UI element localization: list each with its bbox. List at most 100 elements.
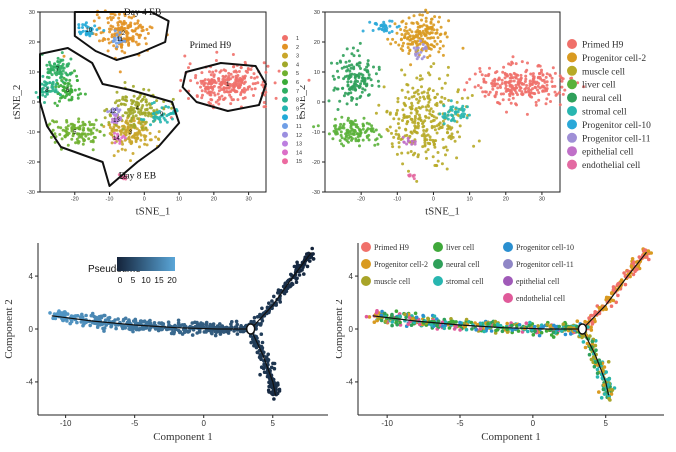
data-point <box>204 323 209 327</box>
data-point <box>88 123 92 127</box>
data-point <box>431 110 435 114</box>
data-point <box>339 133 343 137</box>
data-point <box>446 73 450 77</box>
data-point <box>119 130 123 134</box>
data-point <box>433 15 437 19</box>
data-point <box>53 62 57 66</box>
data-point <box>359 131 363 135</box>
data-point <box>259 332 264 336</box>
data-point <box>194 76 197 80</box>
data-point <box>488 90 492 94</box>
cluster-label: 1 <box>226 82 230 88</box>
data-point <box>526 61 529 65</box>
data-point <box>119 27 123 30</box>
data-point <box>109 114 112 118</box>
data-point <box>422 55 426 59</box>
data-point <box>143 142 147 146</box>
data-point <box>418 13 422 17</box>
data-point <box>394 309 399 313</box>
data-point <box>152 109 156 113</box>
data-point <box>399 47 403 51</box>
data-point <box>625 269 630 273</box>
data-point <box>534 82 538 86</box>
data-point <box>59 96 63 100</box>
data-point <box>73 69 76 73</box>
data-point <box>442 122 446 126</box>
data-point <box>483 90 487 94</box>
data-point <box>371 29 375 32</box>
data-point <box>134 40 138 44</box>
data-point <box>426 56 430 59</box>
data-point <box>337 75 341 79</box>
data-point <box>441 119 445 123</box>
data-point <box>473 72 477 76</box>
trajectory-line <box>51 315 251 330</box>
data-point <box>445 167 449 171</box>
data-point <box>79 32 82 36</box>
data-point <box>430 25 434 29</box>
data-point <box>70 137 74 141</box>
legend-label: Progenitor cell-2 <box>374 260 428 269</box>
data-point <box>81 132 85 136</box>
data-point <box>425 138 429 142</box>
data-point <box>272 366 277 371</box>
data-point <box>406 90 410 94</box>
y-tick-label: 10 <box>314 70 320 76</box>
data-point <box>438 15 441 19</box>
data-point <box>231 75 235 79</box>
data-point <box>403 312 407 317</box>
data-point <box>449 99 453 103</box>
data-point <box>479 322 483 326</box>
data-point <box>58 60 62 64</box>
data-point <box>545 97 549 101</box>
data-point <box>115 99 119 103</box>
data-point <box>236 98 240 102</box>
data-point <box>234 74 238 78</box>
data-point <box>333 86 337 90</box>
legend-marker <box>503 293 513 303</box>
data-point <box>77 87 81 91</box>
data-point <box>211 324 215 328</box>
data-point <box>225 83 229 87</box>
data-point <box>73 88 77 92</box>
data-point <box>520 60 524 64</box>
data-points <box>34 9 311 181</box>
data-point <box>442 326 447 331</box>
data-point <box>65 130 69 134</box>
data-point <box>537 82 541 85</box>
legend-marker <box>361 242 371 252</box>
data-point <box>140 327 145 331</box>
data-point <box>428 112 432 116</box>
data-point <box>395 111 399 115</box>
data-point <box>449 317 453 321</box>
data-point <box>351 85 355 88</box>
data-point <box>62 88 66 92</box>
data-point <box>52 65 56 69</box>
data-point <box>114 41 118 45</box>
legend-label: liver cell <box>446 243 475 252</box>
data-point <box>463 88 467 92</box>
data-point <box>525 112 529 116</box>
data-point <box>372 320 377 324</box>
data-point <box>117 173 121 177</box>
data-point <box>631 272 636 277</box>
data-point <box>145 108 149 112</box>
data-point <box>380 27 384 31</box>
data-point <box>447 110 450 114</box>
data-point <box>408 38 412 42</box>
data-point <box>382 20 386 24</box>
data-point <box>401 162 405 166</box>
data-point <box>158 118 162 122</box>
data-point <box>217 89 221 93</box>
data-point <box>355 123 359 127</box>
data-point <box>359 67 362 70</box>
data-point <box>441 44 445 48</box>
data-point <box>75 320 79 325</box>
data-point <box>59 126 63 130</box>
data-point <box>277 387 282 392</box>
data-point <box>376 79 380 83</box>
data-point <box>406 136 410 140</box>
data-point <box>517 78 521 82</box>
data-point <box>388 19 392 23</box>
data-point <box>58 99 61 103</box>
